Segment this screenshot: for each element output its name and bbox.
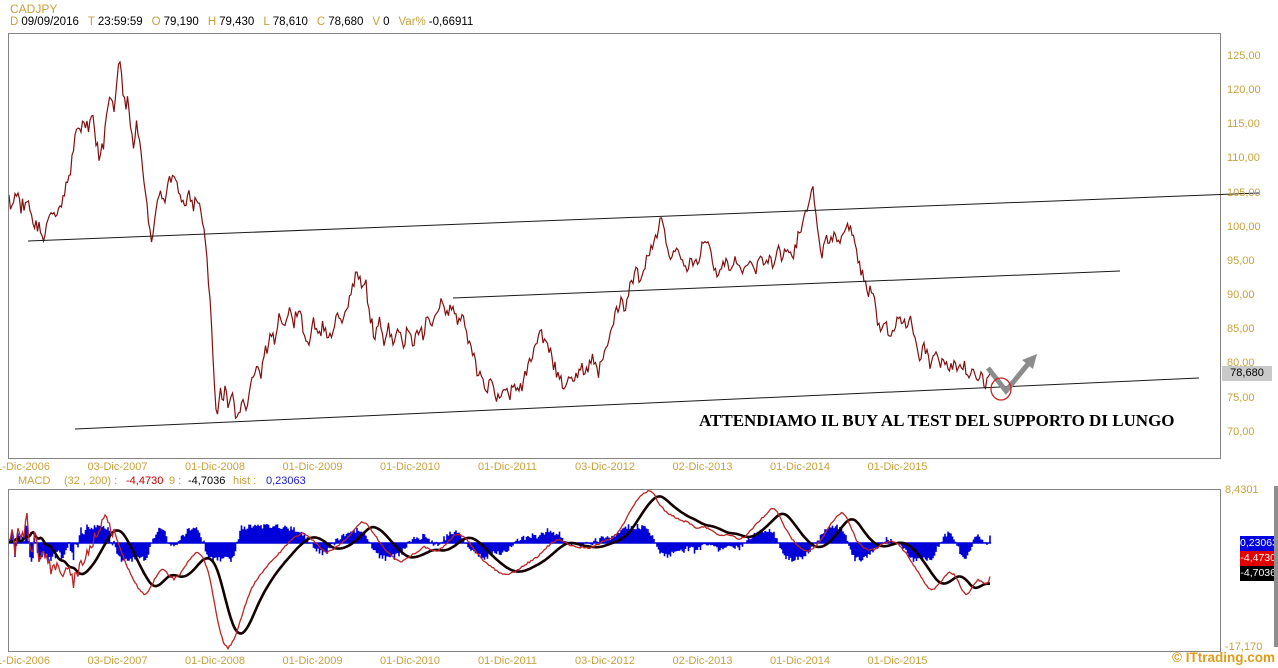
date-axis-label: 01-Dic-2011 [477,655,538,667]
macd-signal-key: 9 : [169,475,182,487]
macd-panel [8,489,1221,652]
date-axis-label: 01-Dic-2014 [770,655,830,667]
macd-value-badge: 0,23063 [1240,536,1278,551]
quote-key: Var% [398,16,426,28]
date-axis-label: 01-Dic-2014 [770,461,830,473]
quote-key: V [372,16,381,28]
quote-value: 79,190 [163,16,199,28]
date-axis-label: 03-Dic-2007 [87,655,148,667]
quote-key: H [207,16,217,28]
price-axis-label: 105,00 [1227,187,1261,199]
macd-chart-surface[interactable] [9,490,1221,651]
macd-legend-params: (32 , 200) : [64,475,118,487]
date-axis-label: 03-Dic-2007 [87,461,148,473]
macd-line [9,490,991,651]
date-axis-label: 01-Dic-2006 [0,655,50,667]
macd-hist-key: hist : [233,475,257,487]
symbol-label: CADJPY [10,2,58,16]
quote-value: 23:59:59 [97,16,143,28]
quote-value: 78,610 [272,16,308,28]
date-axis-label: 01-Dic-2009 [282,461,343,473]
price-axis-label: 110,00 [1227,152,1260,164]
macd-signal-line [9,495,991,635]
price-chart-surface[interactable] [9,34,1221,458]
date-axis-label: 02-Dic-2013 [672,655,733,667]
last-price-badge: 78,680 [1222,366,1272,381]
price-axis-label: 115,00 [1227,118,1260,130]
date-axis-label: 01-Dic-2009 [282,655,343,667]
quote-key: O [151,16,161,28]
quote-value: 09/09/2016 [21,16,79,28]
quote-value: 79,430 [219,16,255,28]
quote-value: 78,680 [328,16,364,28]
date-axis-label: 02-Dic-2013 [672,461,733,473]
macd-value-badge: -4,4730 [1240,551,1278,566]
buy-annotation-text: ATTENDIAMO IL BUY AL TEST DEL SUPPORTO D… [699,411,1175,430]
macd-y-min-label: -17,170 [1225,641,1263,653]
price-axis-label: 100,00 [1227,221,1261,233]
price-axis-label: 95,00 [1227,255,1255,267]
watermark-logo: © ITtrading.com [1172,650,1275,665]
date-axis-label: 01-Dic-2010 [380,655,440,667]
window-edge-strip [1274,486,1278,647]
macd-legend: MACD (32 , 200) : -4,4730 9 : -4,7036 hi… [0,475,500,488]
macd-hist-value: 0,23063 [266,475,306,487]
date-axis-label: 03-Dic-2012 [575,461,635,473]
date-axis-label: 01-Dic-2015 [867,655,928,667]
macd-value-badge: -4,7036 [1240,566,1278,581]
price-axis-label: 125,00 [1227,50,1261,62]
quote-key: L [263,16,270,28]
macd-legend-value: -4,4730 [126,475,164,487]
price-axis-label: 75,00 [1227,392,1255,404]
price-axis-label: 85,00 [1227,323,1255,335]
date-axis-label: 03-Dic-2012 [575,655,635,667]
date-axis-label: 01-Dic-2015 [867,461,928,473]
macd-y-max-label: 8,4301 [1225,484,1259,496]
date-axis-label: 01-Dic-2010 [380,461,440,473]
macd-legend-name: MACD [18,475,51,487]
quote-value: 0 [383,16,390,28]
quote-key: D [10,16,19,28]
macd-signal-value: -4,7036 [188,475,226,487]
price-series-line [9,60,991,420]
price-axis-label: 120,00 [1227,84,1261,96]
quote-value: -0,66911 [428,16,474,28]
price-axis-label: 90,00 [1227,289,1255,301]
quote-info-bar: D 09/09/2016 T 23:59:59 O 79,190 H 79,430 L 78,61… [10,16,473,28]
price-axis-label: 70,00 [1227,426,1255,438]
date-axis-label: 01-Dic-2011 [477,461,538,473]
date-axis-label: 01-Dic-2008 [185,461,245,473]
quote-key: T [87,16,95,28]
date-axis-label: 01-Dic-2008 [185,655,245,667]
date-axis-label: 01-Dic-2006 [0,461,50,473]
quote-key: C [316,16,326,28]
